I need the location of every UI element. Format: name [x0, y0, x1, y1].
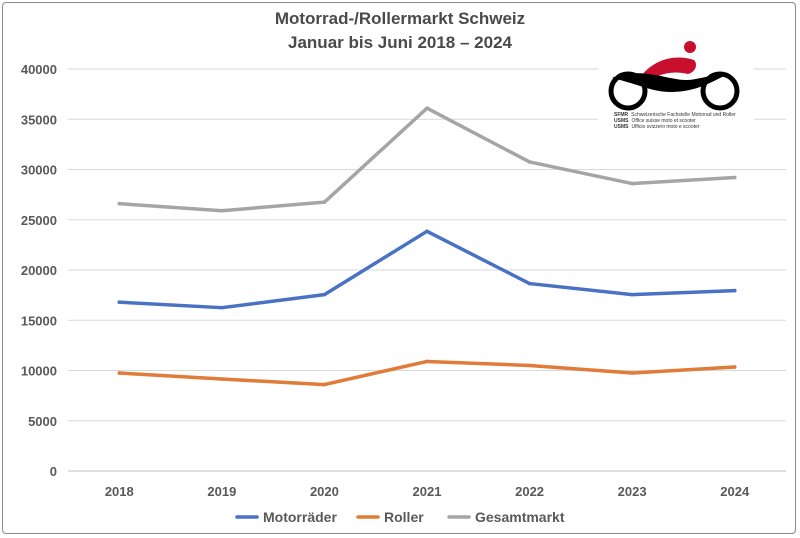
- chart-title: Motorrad-/Rollermarkt Schweiz: [274, 9, 526, 28]
- x-tick-label: 2019: [207, 484, 236, 499]
- data-point: [117, 300, 122, 304]
- series-line-motorrder: [117, 229, 737, 310]
- logo-line-1: SFMR Schweizerische Fachstelle Motorrad u…: [614, 112, 736, 118]
- data-point: [322, 200, 327, 204]
- logo-line-3: USMS Ufficio svizzero moto e scooter: [614, 124, 700, 130]
- x-tick-label: 2023: [618, 484, 647, 499]
- data-point: [527, 281, 532, 286]
- x-tick-label: 2021: [413, 484, 442, 499]
- x-tick-label: 2022: [515, 484, 544, 499]
- data-point: [117, 371, 122, 375]
- data-point: [732, 365, 737, 369]
- y-tick-label: 35000: [21, 112, 57, 127]
- motorcycle-rider-logo-icon: [608, 41, 740, 111]
- x-tick-label: 2020: [310, 484, 339, 499]
- y-tick-label: 10000: [21, 364, 57, 379]
- logo-line-2: USMS Office suisse moto et scooter: [614, 118, 696, 124]
- y-tick-label: 0: [50, 464, 57, 479]
- data-point: [527, 160, 532, 164]
- data-point: [630, 371, 634, 375]
- y-tick-label: 25000: [21, 213, 57, 228]
- y-tick-label: 40000: [21, 62, 57, 77]
- data-point: [527, 363, 532, 368]
- data-point: [322, 292, 327, 297]
- data-point: [220, 305, 224, 310]
- data-point: [220, 377, 224, 381]
- sfmr-logo: SFMR Schweizerische Fachstelle Motorrad u…: [598, 36, 754, 136]
- legend-label: Roller: [384, 509, 424, 525]
- chart-subtitle: Januar bis Juni 2018 – 2024: [288, 33, 512, 52]
- series-line-roller: [117, 359, 737, 387]
- y-tick-label: 20000: [21, 263, 57, 278]
- data-point: [630, 181, 634, 186]
- data-point: [322, 382, 327, 387]
- data-point: [425, 106, 429, 110]
- data-point: [117, 201, 122, 206]
- x-tick-label: 2018: [105, 484, 134, 499]
- y-tick-label: 5000: [28, 414, 57, 429]
- data-point: [425, 359, 429, 364]
- data-point: [425, 229, 429, 234]
- data-point: [630, 292, 634, 297]
- legend-label: Gesamtmarkt: [475, 509, 565, 525]
- legend-label: Motorräder: [263, 509, 337, 525]
- data-point: [732, 288, 737, 293]
- y-tick-label: 15000: [21, 313, 57, 328]
- data-point: [732, 175, 737, 180]
- y-tick-label: 30000: [21, 163, 57, 178]
- x-tick-label: 2024: [720, 484, 750, 499]
- data-point: [220, 208, 224, 213]
